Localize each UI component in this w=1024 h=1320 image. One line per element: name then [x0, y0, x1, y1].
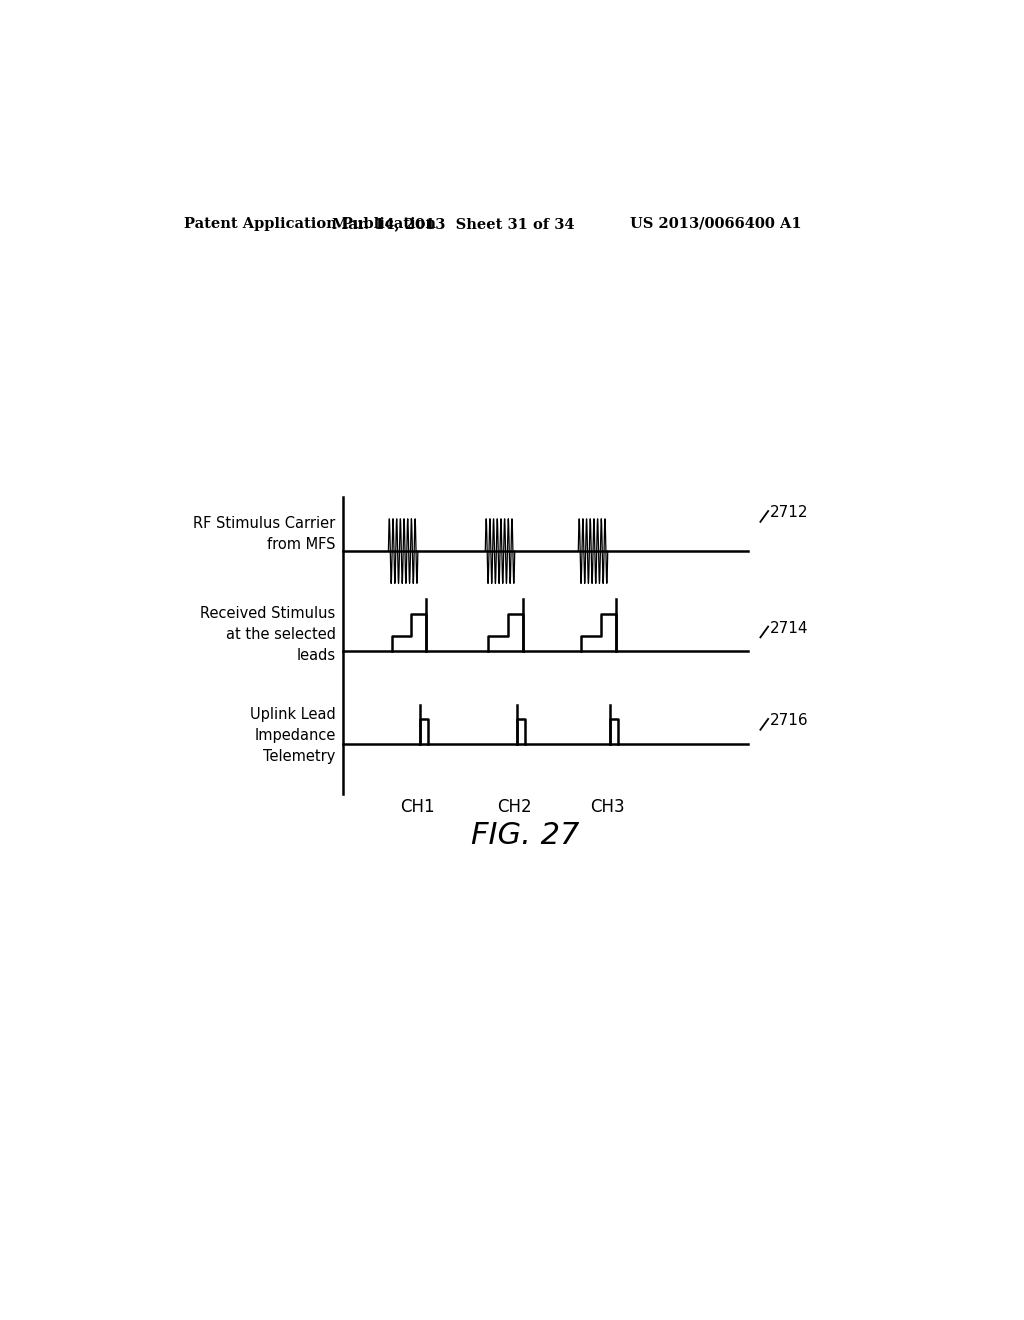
Text: 2714: 2714 — [770, 620, 808, 636]
Text: CH1: CH1 — [399, 797, 434, 816]
Text: 2712: 2712 — [770, 506, 808, 520]
Text: CH2: CH2 — [497, 797, 531, 816]
Text: FIG. 27: FIG. 27 — [471, 821, 579, 850]
Text: CH3: CH3 — [590, 797, 625, 816]
Text: Mar. 14, 2013  Sheet 31 of 34: Mar. 14, 2013 Sheet 31 of 34 — [332, 216, 574, 231]
Text: Uplink Lead
Impedance
Telemetry: Uplink Lead Impedance Telemetry — [250, 708, 336, 764]
Text: Received Stimulus
at the selected
leads: Received Stimulus at the selected leads — [201, 606, 336, 663]
Text: RF Stimulus Carrier
from MFS: RF Stimulus Carrier from MFS — [194, 516, 336, 552]
Text: Patent Application Publication: Patent Application Publication — [183, 216, 436, 231]
Text: 2716: 2716 — [770, 713, 808, 729]
Text: US 2013/0066400 A1: US 2013/0066400 A1 — [630, 216, 802, 231]
